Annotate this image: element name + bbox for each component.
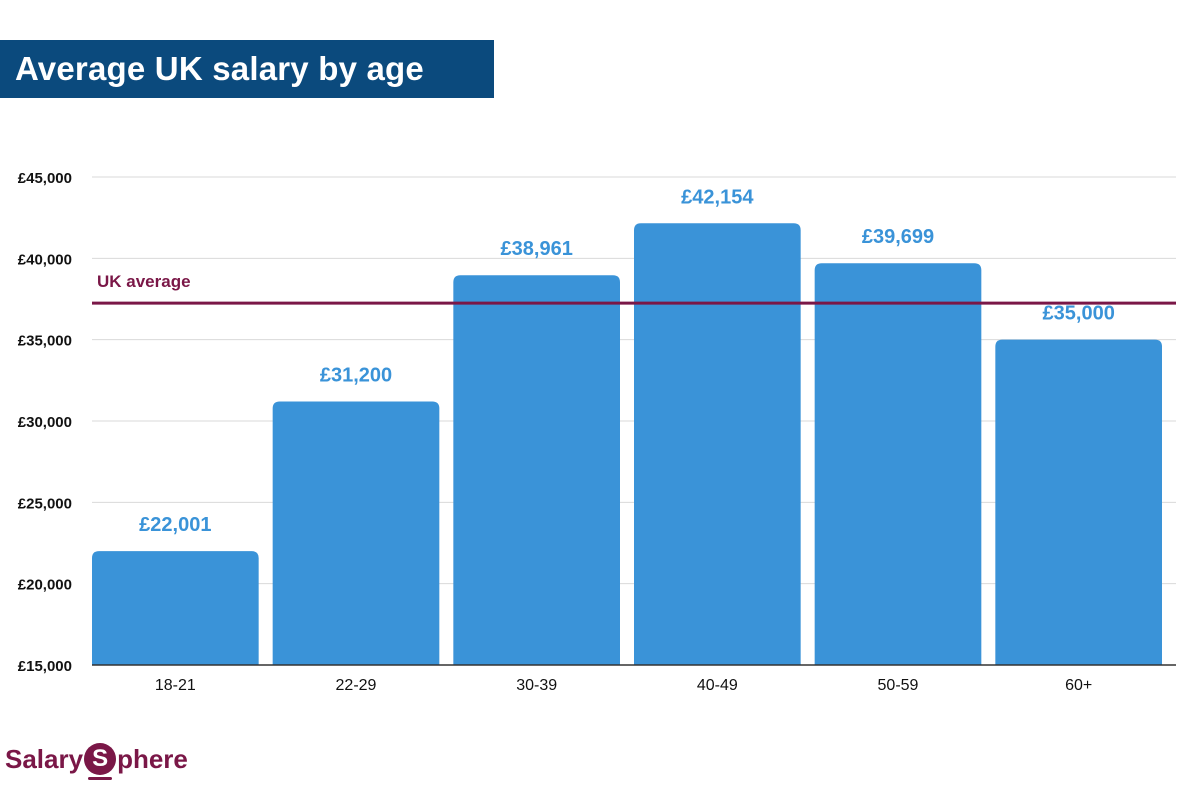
bar-value-label: £42,154 [681, 186, 754, 208]
y-tick-label: £25,000 [18, 495, 72, 512]
x-tick-label: 22-29 [336, 677, 377, 694]
y-tick-label: £40,000 [18, 251, 72, 268]
title-banner: Average UK salary by age [0, 40, 494, 98]
bar-value-label: £39,699 [862, 226, 934, 248]
logo-text-right: phere [117, 743, 188, 774]
bar-value-label: £31,200 [320, 364, 392, 386]
chart-title: Average UK salary by age [15, 50, 424, 87]
bar-value-label: £35,000 [1043, 303, 1115, 325]
y-tick-label: £45,000 [18, 170, 72, 187]
y-tick-label: £15,000 [18, 658, 72, 675]
bar [995, 339, 1162, 665]
x-tick-label: 40-49 [697, 677, 738, 694]
logo-circle-icon: S [84, 743, 117, 780]
bar [634, 223, 801, 666]
x-tick-label: 30-39 [516, 677, 557, 694]
bar [92, 551, 259, 665]
x-tick-label: 18-21 [155, 677, 196, 694]
x-tick-label: 60+ [1065, 677, 1092, 694]
y-tick-label: £30,000 [18, 414, 72, 431]
x-tick-label: 50-59 [878, 677, 919, 694]
uk-average-label: UK average [97, 272, 191, 291]
logo-text-left: Salary [5, 743, 84, 774]
bar-value-label: £38,961 [501, 238, 573, 260]
bar [272, 401, 440, 665]
bar [814, 263, 982, 665]
bar-value-label: £22,001 [139, 514, 211, 536]
y-tick-label: £35,000 [18, 333, 72, 350]
salarysphere-logo: Salary S phere [5, 738, 188, 780]
y-tick-label: £20,000 [18, 577, 72, 594]
bar [453, 275, 620, 665]
